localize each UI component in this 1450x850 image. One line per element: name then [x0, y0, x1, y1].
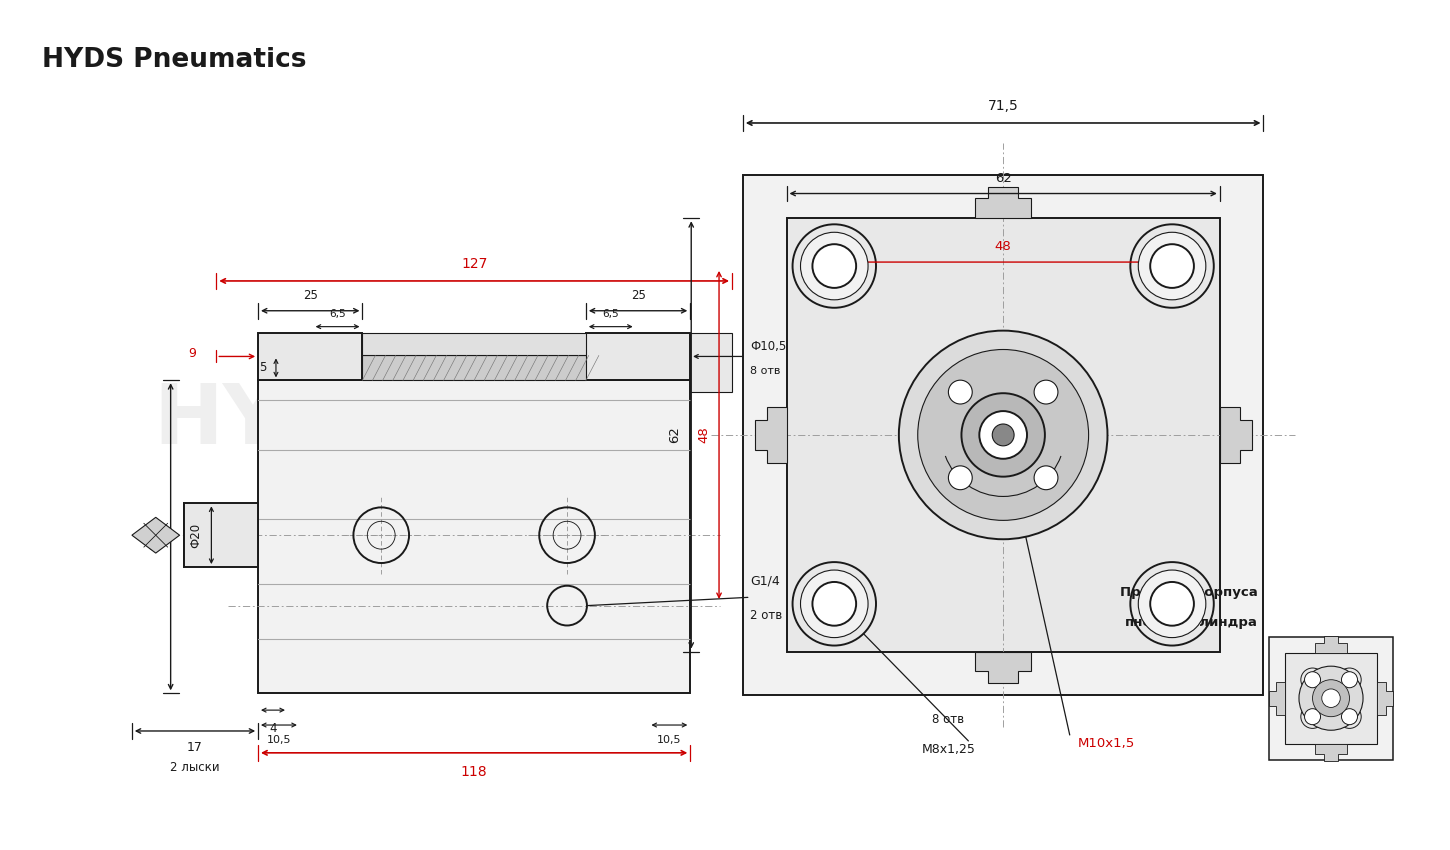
Text: 4: 4 — [270, 722, 277, 735]
Circle shape — [1299, 666, 1363, 730]
Text: 5: 5 — [258, 361, 265, 374]
Polygon shape — [976, 651, 1031, 683]
Text: 62: 62 — [995, 172, 1012, 184]
Bar — [258, 380, 690, 694]
Circle shape — [800, 570, 869, 638]
Text: Ф10,5: Ф10,5 — [750, 340, 786, 353]
Bar — [184, 503, 258, 567]
Text: M10x1,5: M10x1,5 — [1077, 737, 1135, 750]
Circle shape — [1338, 705, 1362, 728]
Text: 127: 127 — [461, 257, 487, 271]
Circle shape — [992, 424, 1014, 446]
Bar — [586, 332, 690, 380]
Polygon shape — [132, 518, 180, 553]
Polygon shape — [1219, 407, 1251, 462]
Bar — [362, 332, 586, 355]
Text: G1/4: G1/4 — [750, 575, 780, 587]
Text: HYDS: HYDS — [154, 380, 413, 461]
Text: Ф20: Ф20 — [190, 523, 203, 547]
Circle shape — [812, 582, 856, 626]
Circle shape — [1301, 705, 1324, 728]
Text: 17: 17 — [187, 741, 203, 754]
Circle shape — [948, 380, 973, 404]
Text: 62: 62 — [668, 427, 682, 444]
Circle shape — [1034, 380, 1058, 404]
Circle shape — [1341, 709, 1357, 725]
Text: 10,5: 10,5 — [657, 735, 682, 745]
Bar — [1286, 653, 1376, 744]
Text: 2 отв: 2 отв — [750, 609, 782, 622]
Circle shape — [1301, 668, 1324, 691]
Circle shape — [812, 244, 856, 288]
Text: 48: 48 — [995, 241, 1012, 253]
Text: 9: 9 — [188, 347, 197, 360]
Circle shape — [1322, 689, 1340, 707]
Text: пневмоцилиндра: пневмоцилиндра — [1125, 615, 1257, 629]
Bar — [258, 332, 362, 380]
Text: 6,5: 6,5 — [329, 309, 347, 319]
Text: Профиль корпуса: Профиль корпуса — [1119, 586, 1257, 599]
Bar — [1269, 637, 1392, 760]
Text: 6,5: 6,5 — [602, 309, 619, 319]
Text: Ф38: Ф38 — [148, 524, 161, 550]
Circle shape — [1305, 672, 1321, 688]
Bar — [690, 332, 732, 392]
Polygon shape — [1315, 636, 1347, 653]
Text: 8 отв: 8 отв — [750, 366, 780, 377]
Circle shape — [1338, 668, 1362, 691]
Text: 10,5: 10,5 — [267, 735, 291, 745]
Text: 118: 118 — [461, 765, 487, 779]
Circle shape — [1341, 672, 1357, 688]
Polygon shape — [976, 186, 1031, 218]
Text: 71,5: 71,5 — [987, 99, 1018, 113]
Text: 25: 25 — [303, 289, 318, 302]
Circle shape — [1312, 680, 1350, 717]
Circle shape — [1305, 709, 1321, 725]
Polygon shape — [1269, 682, 1286, 715]
Circle shape — [899, 331, 1108, 539]
Circle shape — [979, 411, 1027, 459]
Circle shape — [793, 224, 876, 308]
Text: 25: 25 — [631, 289, 645, 302]
Bar — [742, 174, 1263, 695]
Circle shape — [793, 562, 876, 645]
Text: HYDS Pneumatics: HYDS Pneumatics — [42, 48, 307, 73]
Polygon shape — [1376, 682, 1393, 715]
Circle shape — [1138, 570, 1206, 638]
Circle shape — [1131, 562, 1214, 645]
Circle shape — [1131, 224, 1214, 308]
Polygon shape — [1315, 744, 1347, 761]
Text: 2 лыски: 2 лыски — [170, 761, 220, 774]
Bar — [786, 218, 1219, 651]
Text: 48: 48 — [697, 427, 710, 444]
Circle shape — [800, 232, 869, 300]
Circle shape — [961, 394, 1045, 477]
Text: HYDS: HYDS — [838, 386, 1119, 474]
Text: M8x1,25: M8x1,25 — [922, 743, 976, 756]
Circle shape — [1034, 466, 1058, 490]
Text: 8 отв: 8 отв — [932, 713, 964, 726]
Circle shape — [918, 349, 1089, 520]
Circle shape — [1150, 244, 1193, 288]
Bar — [362, 355, 586, 380]
Polygon shape — [755, 407, 786, 462]
Circle shape — [948, 466, 973, 490]
Circle shape — [1150, 582, 1193, 626]
Circle shape — [1138, 232, 1206, 300]
